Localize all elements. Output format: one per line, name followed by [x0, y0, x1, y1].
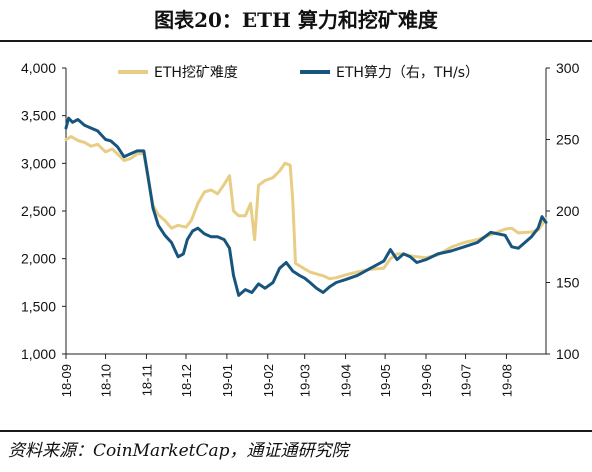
y-left-tick-label: 3,000	[21, 155, 56, 171]
x-tick-label: 18-09	[59, 364, 74, 397]
y-left-tick-label: 2,500	[21, 203, 56, 219]
y-right-tick-label: 250	[556, 132, 580, 148]
legend-label-2: ETH算力（右，TH/s）	[336, 65, 479, 81]
x-tick-label: 18-12	[179, 364, 194, 397]
y-right-tick-label: 100	[556, 346, 580, 362]
source-note: 资料来源：CoinMarketCap，通证通研究院	[8, 441, 349, 461]
y-right-tick-label: 300	[556, 60, 580, 76]
x-tick-label: 19-01	[220, 364, 235, 397]
difficulty-series-line	[64, 135, 548, 281]
x-tick-label: 18-11	[139, 364, 154, 396]
y-right-tick-label: 150	[556, 275, 580, 291]
hashrate-series-line	[64, 116, 548, 297]
title-rule	[0, 40, 592, 42]
bottom-rule	[0, 430, 592, 432]
x-tick-label: 19-04	[339, 364, 354, 397]
x-tick-label: 19-06	[419, 364, 434, 397]
legend-label-1: ETH挖矿难度	[154, 65, 238, 81]
x-tick-label: 19-03	[298, 364, 313, 397]
x-tick-label: 19-07	[459, 364, 474, 397]
y-left-tick-label: 1,500	[21, 298, 56, 314]
x-tick-label: 19-05	[378, 364, 393, 397]
y-left-tick-label: 4,000	[21, 60, 56, 76]
x-tick-label: 19-08	[499, 364, 514, 397]
y-left-tick-label: 3,500	[21, 108, 56, 124]
chart-title: 图表20：ETH 算力和挖矿难度	[154, 8, 438, 32]
y-left-tick-label: 1,000	[21, 346, 56, 362]
x-tick-label: 19-02	[261, 364, 276, 397]
y-right-tick-label: 200	[556, 203, 580, 219]
y-left-tick-label: 2,000	[21, 251, 56, 267]
x-tick-label: 18-10	[99, 364, 114, 397]
